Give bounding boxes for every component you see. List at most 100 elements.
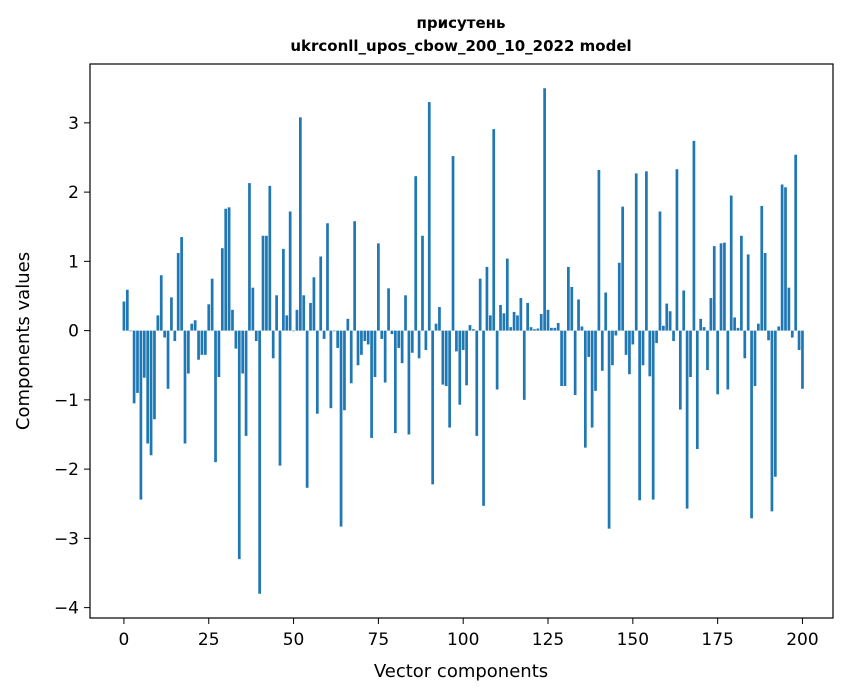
- bar-61: [329, 330, 333, 409]
- bar-24: [203, 330, 207, 355]
- y-tick-label: 0: [68, 322, 79, 342]
- bar-190: [767, 330, 770, 341]
- bar-47: [282, 248, 285, 331]
- bar-120: [529, 327, 533, 331]
- x-tick-label: 125: [532, 630, 564, 650]
- bar-150: [631, 330, 635, 345]
- bar-160: [665, 303, 669, 331]
- bar-199: [797, 330, 801, 351]
- bar-144: [611, 330, 614, 366]
- bar-69: [356, 330, 360, 366]
- bar-4: [136, 330, 139, 393]
- bar-128: [556, 322, 560, 331]
- bar-68: [353, 221, 356, 331]
- bar-89: [424, 330, 428, 351]
- bar-152: [638, 330, 641, 501]
- bar-25: [207, 304, 211, 331]
- bar-38: [251, 287, 255, 331]
- bar-94: [441, 330, 445, 385]
- bar-146: [617, 262, 621, 331]
- bar-0: [122, 301, 126, 331]
- bar-185: [750, 330, 753, 519]
- bar-13: [166, 330, 170, 389]
- bar-181: [736, 327, 740, 331]
- bar-142: [604, 292, 608, 331]
- bar-167: [689, 330, 692, 378]
- bar-107: [485, 266, 489, 331]
- bar-114: [509, 327, 513, 331]
- bar-135: [580, 326, 584, 331]
- bar-132: [570, 286, 574, 331]
- bar-86: [414, 176, 418, 331]
- bar-29: [220, 248, 224, 331]
- bar-172: [706, 330, 709, 371]
- bar-73: [370, 330, 373, 438]
- x-tick-label: 150: [617, 630, 649, 650]
- bar-163: [675, 169, 679, 331]
- bar-200: [801, 330, 804, 389]
- bar-108: [488, 315, 492, 331]
- bar-124: [543, 88, 546, 331]
- bar-21: [193, 320, 197, 331]
- bar-101: [465, 330, 468, 386]
- bar-43: [268, 185, 272, 331]
- bar-153: [641, 330, 645, 366]
- bar-180: [733, 317, 736, 331]
- bar-40: [258, 330, 261, 594]
- bar-186: [753, 330, 757, 387]
- bar-184: [746, 254, 750, 331]
- bar-116: [516, 315, 519, 331]
- bar-88: [421, 235, 424, 331]
- x-axis-label: Vector components: [374, 661, 548, 682]
- bar-33: [234, 330, 238, 349]
- bar-1: [125, 289, 129, 331]
- bar-187: [757, 323, 760, 331]
- bar-8: [149, 330, 153, 456]
- bar-111: [499, 304, 502, 331]
- bar-159: [662, 325, 665, 331]
- bar-102: [468, 325, 472, 331]
- bar-79: [390, 330, 394, 335]
- bar-28: [217, 330, 221, 378]
- bar-104: [475, 330, 479, 436]
- bar-80: [393, 330, 397, 434]
- bar-12: [163, 330, 166, 338]
- bar-99: [458, 330, 462, 405]
- bar-131: [567, 266, 570, 331]
- bar-2: [129, 330, 133, 332]
- bar-164: [678, 330, 682, 410]
- bar-35: [241, 330, 245, 374]
- bar-97: [451, 156, 455, 331]
- bar-65: [343, 330, 346, 411]
- bar-103: [472, 329, 475, 331]
- bar-168: [692, 140, 696, 331]
- bar-155: [648, 330, 652, 377]
- bar-95: [444, 330, 448, 387]
- bar-171: [702, 327, 706, 331]
- bar-110: [495, 330, 499, 390]
- bar-136: [583, 330, 587, 448]
- y-axis-ticks: −4 −3 −2 −1 0 1 2 3: [54, 114, 90, 619]
- bar-137: [587, 330, 591, 357]
- bar-71: [363, 330, 367, 341]
- plot-frame: [89, 63, 834, 619]
- bar-23: [200, 330, 204, 355]
- bar-174: [712, 246, 716, 331]
- bar-3: [132, 330, 136, 404]
- bar-66: [346, 318, 350, 331]
- bar-162: [672, 330, 675, 341]
- bar-125: [546, 309, 550, 331]
- bar-45: [275, 295, 278, 331]
- bar-122: [536, 328, 540, 331]
- bar-129: [560, 330, 563, 387]
- bar-78: [387, 288, 390, 331]
- bar-84: [407, 330, 411, 435]
- bar-145: [614, 330, 618, 336]
- bar-154: [645, 171, 648, 331]
- bar-91: [431, 330, 435, 485]
- bar-182: [740, 235, 743, 331]
- bar-127: [553, 327, 557, 331]
- bar-188: [760, 205, 764, 331]
- bar-148: [624, 330, 628, 355]
